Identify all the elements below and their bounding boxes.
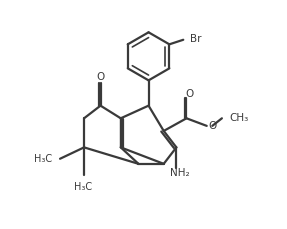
Text: NH₂: NH₂: [170, 168, 189, 178]
Text: H₃C: H₃C: [34, 154, 52, 164]
Text: O: O: [185, 89, 193, 98]
Text: O: O: [208, 121, 216, 131]
Text: CH₃: CH₃: [229, 113, 248, 123]
Text: O: O: [96, 72, 105, 82]
Text: H₃C: H₃C: [74, 182, 92, 191]
Text: Br: Br: [190, 34, 202, 44]
